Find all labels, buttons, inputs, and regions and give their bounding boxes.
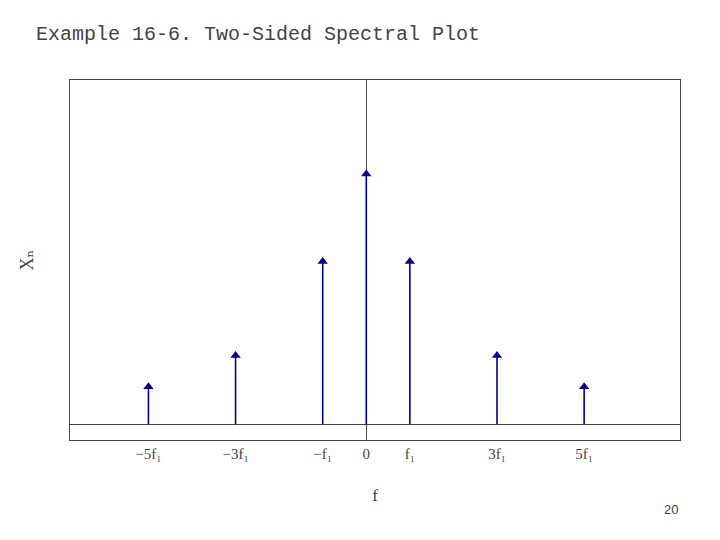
- svg-text:3f₁: 3f₁: [488, 446, 506, 462]
- svg-text:f₁: f₁: [405, 446, 415, 462]
- svg-text:−f₁: −f₁: [313, 446, 332, 462]
- svg-text:5f₁: 5f₁: [575, 446, 593, 462]
- svg-text:−3f₁: −3f₁: [222, 446, 248, 462]
- svg-text:−5f₁: −5f₁: [135, 446, 161, 462]
- svg-text:Xₙ: Xₙ: [17, 250, 37, 271]
- svg-text:20: 20: [664, 502, 678, 517]
- svg-text:Example 16-6. Two-Sided Spectr: Example 16-6. Two-Sided Spectral Plot: [36, 23, 480, 46]
- svg-text:0: 0: [363, 446, 371, 462]
- svg-text:f: f: [372, 486, 378, 505]
